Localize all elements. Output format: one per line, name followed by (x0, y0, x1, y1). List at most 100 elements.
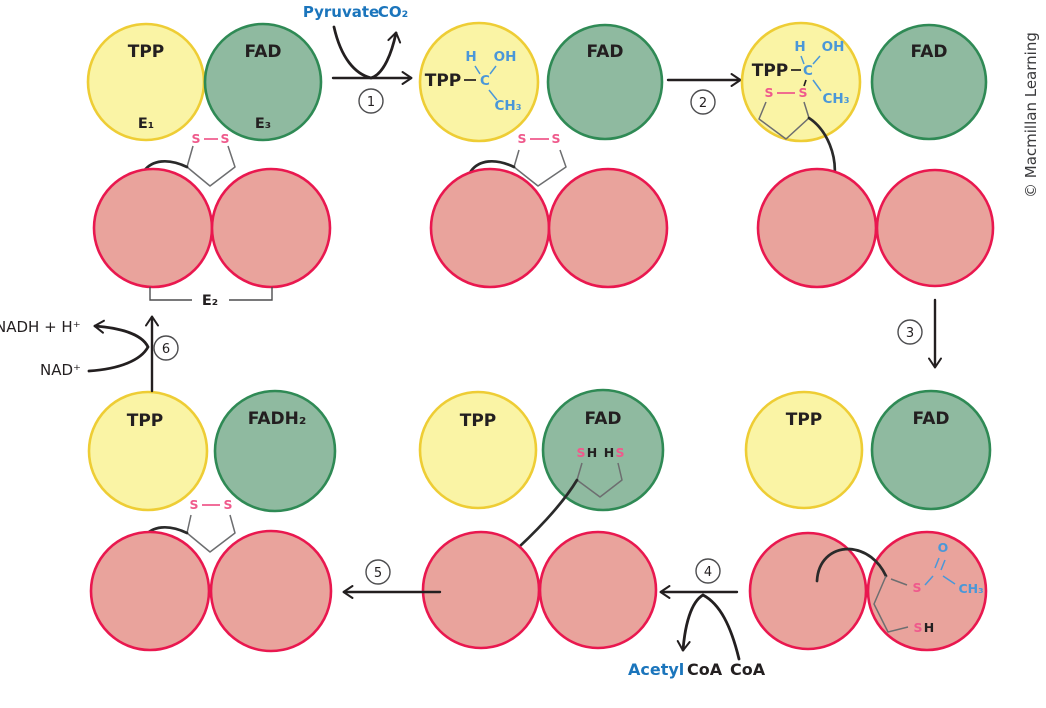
step-2-group: 2 (666, 73, 742, 115)
e2-core-circle (538, 530, 658, 650)
coa-reactant-label: CoA (730, 660, 766, 679)
stage-1: TPP E₁ FAD E₃ S S (86, 22, 332, 289)
thiol-sulfur-label: S (615, 445, 624, 460)
e2-core-circle (210, 167, 332, 289)
e1-tpp-circle (418, 390, 538, 510)
thiol-hydrogen-label: H (587, 445, 597, 460)
fad-label: FAD (911, 42, 948, 62)
step-6-group: 6 NADH + H⁺ NAD⁺ (0, 315, 179, 393)
lipoamide-ring (186, 145, 236, 187)
stage-6: TPP FADH₂ S S (87, 389, 337, 653)
e2-core-circle (748, 531, 868, 651)
e3-fadh2-circle (213, 389, 337, 513)
fad-label: FAD (585, 409, 622, 429)
lipoamide-ring (513, 149, 567, 187)
s-carbonyl-bond (924, 575, 934, 586)
nadh-label: NADH + H⁺ (0, 318, 81, 336)
c-h-bond (800, 55, 805, 65)
e2-bracket-group: E₂ (149, 287, 273, 309)
c-s-bond (890, 578, 908, 586)
e2-core-circle (89, 530, 211, 652)
step-5-number: 5 (374, 566, 382, 581)
step-5-badge (365, 559, 391, 585)
hydrogen-label: H (465, 49, 476, 65)
e3-label: E₃ (255, 116, 271, 132)
sulfur-label: S (764, 85, 773, 100)
nad-label: NAD⁺ (40, 361, 81, 379)
e2-bracket-right (229, 287, 273, 301)
e1-tpp-circle (87, 390, 209, 512)
fadh2-label: FADH₂ (248, 409, 307, 429)
c-ch3-bond (812, 79, 822, 92)
e3-fad-circle (541, 388, 665, 512)
tpp-label: TPP (425, 71, 462, 91)
stage-5: TPP FAD S H H S (418, 388, 665, 650)
step-5-group: 5 (342, 559, 442, 599)
step-4-group: 4 Acetyl CoA CoA (628, 558, 766, 679)
carbonyl-double-bond (934, 557, 940, 569)
sulfur-label: S (517, 131, 526, 146)
hydrogen-label: H (794, 39, 805, 55)
e2-core-circle (429, 167, 551, 289)
step-6-badge (153, 335, 179, 361)
c-oh-bond (489, 65, 497, 75)
c-ch3-bond (488, 89, 498, 101)
lipoamide-ring (186, 514, 236, 553)
carbonyl-double-bond (940, 559, 946, 571)
sulfur-label: S (798, 85, 807, 100)
c-oh-bond (812, 55, 821, 65)
tpp-label: TPP (786, 410, 823, 430)
e2-core-circle (92, 167, 214, 289)
e2-core-circle (756, 167, 878, 289)
e3-fad-circle (870, 389, 992, 511)
thiol-hydrogen-label: H (924, 620, 934, 635)
coa-product-label: CoA (687, 660, 723, 679)
e2-core-circle (875, 168, 995, 288)
e2-core-circle (209, 529, 333, 653)
nad-to-nadh-arrow (87, 319, 150, 373)
fad-label: FAD (587, 42, 624, 62)
step-2-badge (690, 89, 716, 115)
e2-core-circle (547, 167, 669, 289)
tpp-label: TPP (752, 61, 789, 81)
fad-label: FAD (245, 42, 282, 62)
fad-label: FAD (913, 409, 950, 429)
step-4-badge (695, 558, 721, 584)
copyright-macmillan: © Macmillan Learning (1022, 32, 1040, 198)
step-1-badge (358, 88, 384, 114)
e3-fad-circle (546, 23, 664, 141)
co2-label: CO₂ (378, 3, 408, 21)
lipoamide-ring-attached (758, 101, 810, 140)
step-2-number: 2 (699, 96, 707, 111)
c-ch3-bond (942, 575, 956, 585)
e1-tpp-circle (744, 390, 864, 510)
oxygen-label: O (938, 540, 949, 555)
step-6-number: 6 (162, 342, 170, 357)
tpp-label: TPP (128, 42, 165, 62)
step-4-number: 4 (704, 565, 712, 580)
carbon-label: C (480, 73, 490, 89)
stage-4: TPP FAD S O CH₃ S H (744, 389, 992, 652)
dihydrolipoyl-chain (576, 462, 623, 498)
thiol-hydrogen-label: H (604, 445, 614, 460)
thiol-sulfur-label: S (913, 620, 922, 635)
thioester-sulfur-label: S (912, 580, 921, 595)
stage-3: FAD TPP C H OH CH₃ S S (740, 21, 995, 289)
step-3-group: 3 (897, 298, 942, 369)
thiol-sulfur-label: S (576, 445, 585, 460)
e2-bracket-left (149, 287, 192, 301)
hydroxyl-label: OH (822, 39, 845, 55)
step-3-badge (897, 319, 923, 345)
e1-tpp-circle (740, 21, 862, 143)
hydroxyl-label: OH (494, 49, 517, 65)
pyruvate-label: Pyruvate (303, 3, 379, 21)
step-3-number: 3 (906, 326, 914, 341)
e2-core-circle (421, 530, 541, 650)
methyl-label: CH₃ (822, 91, 849, 107)
step-1-number: 1 (367, 95, 375, 110)
e3-fad-circle (870, 23, 988, 141)
tpp-label: TPP (127, 411, 164, 431)
sulfur-label: S (551, 131, 560, 146)
